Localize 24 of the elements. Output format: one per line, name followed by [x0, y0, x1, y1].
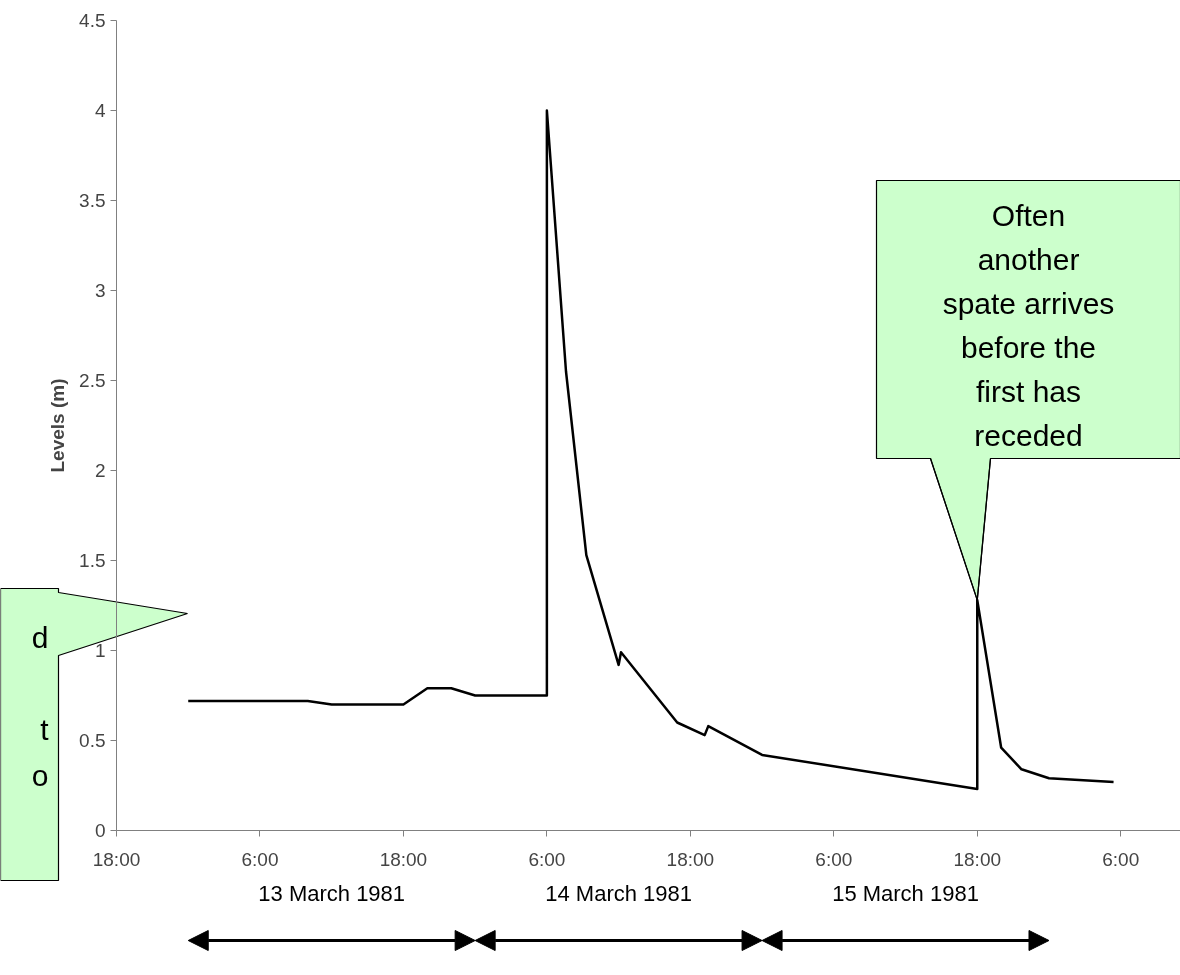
text: d t o — [31, 620, 49, 792]
text: 13 March 1981 — [258, 880, 406, 906]
y-tick-label: 4.5 — [79, 10, 106, 31]
x-tick-label: 6:00 — [815, 848, 853, 870]
y-tick-label: 1 — [94, 640, 106, 661]
y-tick-label: 1.5 — [79, 550, 106, 571]
y-tick-label: 4 — [94, 100, 106, 121]
text: 15 March 1981 — [832, 880, 979, 906]
y-tick-label: 2 — [94, 460, 106, 481]
x-tick-label: 6:00 — [528, 848, 566, 870]
y-tick-label: 0 — [94, 820, 106, 841]
y-tick-label: 0.5 — [79, 730, 106, 751]
text: 14 March 1981 — [545, 880, 692, 906]
x-tick-label: 18:00 — [666, 848, 715, 870]
x-tick-label: 6:00 — [241, 848, 279, 870]
annotation: Often another spate arrives before the first has receded — [942, 198, 1115, 452]
y-tick-label: 3 — [94, 280, 106, 301]
x-tick-label: 18:00 — [379, 848, 428, 870]
y-tick-label: 2.5 — [79, 370, 106, 391]
y-axis-title: Levels (m) — [47, 378, 69, 473]
y-tick-label: 3.5 — [79, 190, 106, 211]
x-tick-label: 6:00 — [1102, 848, 1140, 870]
x-tick-label: 18:00 — [92, 848, 141, 870]
x-tick-label: 18:00 — [953, 848, 1002, 870]
